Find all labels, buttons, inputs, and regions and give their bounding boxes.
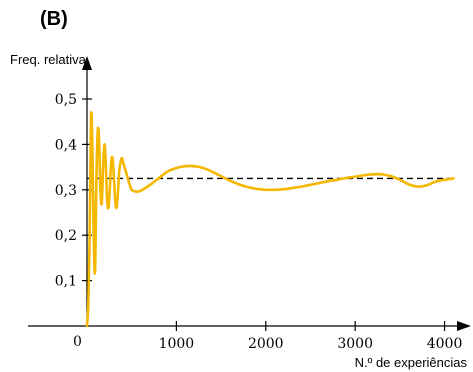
y-axis (82, 56, 92, 326)
origin-label: 0 (73, 334, 82, 350)
y-axis-arrow (82, 56, 92, 70)
x-tick-label: 4000 (427, 336, 463, 352)
relative-frequency-series-line (85, 110, 455, 328)
panel-label: (B) (40, 8, 68, 30)
y-ticks: 0,1 0,2 0,3 0,4 0,5 (55, 92, 92, 290)
y-tick-label: 0,3 (55, 183, 77, 199)
y-tick-label: 0,2 (55, 228, 77, 244)
x-axis (28, 321, 471, 331)
y-tick-label: 0,1 (55, 274, 77, 290)
y-tick-label: 0,5 (55, 92, 77, 108)
x-axis-label: N.º de experiências (355, 355, 468, 370)
x-tick-label: 3000 (337, 336, 373, 352)
y-axis-label: Freq. relativa (10, 52, 87, 67)
x-tick-label: 1000 (159, 336, 195, 352)
y-tick-label: 0,4 (55, 137, 77, 153)
x-tick-label: 2000 (248, 336, 284, 352)
x-ticks: 1000 2000 3000 4000 (159, 321, 463, 352)
x-axis-arrow (457, 321, 471, 331)
